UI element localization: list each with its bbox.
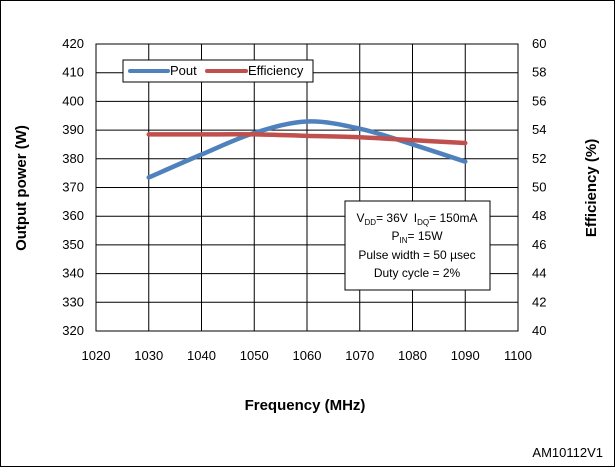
y-tick-label: 400: [62, 93, 84, 108]
y-tick-labels: 320 330 340 350 360 370 380 390 400 410 420: [62, 36, 84, 338]
y2-tick-label: 60: [532, 36, 546, 51]
condition-vdd-idq: VDD= 36V IDQ= 150mA: [357, 211, 478, 227]
y-tick-label: 410: [62, 65, 84, 80]
y2-tick-labels: 40 42 44 46 48 50 52 54 56 58 60: [532, 36, 546, 338]
y2-tick-label: 44: [532, 266, 546, 281]
condition-duty-cycle: Duty cycle = 2%: [374, 266, 461, 280]
y2-tick-label: 52: [532, 151, 546, 166]
y2-tick-label: 40: [532, 323, 546, 338]
x-tick-label: 1080: [398, 348, 427, 363]
y2-tick-label: 46: [532, 237, 546, 252]
y-tick-label: 360: [62, 208, 84, 223]
condition-pin: PIN= 15W: [391, 229, 443, 245]
x-tick-label: 1060: [293, 348, 322, 363]
y2-tick-label: 58: [532, 65, 546, 80]
figure-reference: AM10112V1: [532, 445, 603, 460]
x-tick-labels: 1020 1030 1040 1050 1060 1070 1080 1090 1100: [82, 348, 532, 363]
y-tick-label: 350: [62, 237, 84, 252]
y-tick-label: 320: [62, 323, 84, 338]
y-tick-label: 380: [62, 151, 84, 166]
y2-tick-label: 50: [532, 180, 546, 195]
y-tick-label: 330: [62, 294, 84, 309]
plot-area: [95, 43, 519, 332]
x-tick-label: 1040: [187, 348, 216, 363]
condition-pulse-width: Pulse width = 50 µsec: [358, 248, 475, 262]
y-tick-label: 370: [62, 180, 84, 195]
series-line-efficiency: [146, 132, 468, 146]
x-tick-label: 1030: [134, 348, 163, 363]
x-tick-label: 1090: [451, 348, 480, 363]
series-layer: [146, 119, 468, 180]
legend-label-efficiency: Efficiency: [248, 63, 304, 78]
series-line-pout: [146, 119, 468, 180]
legend-label-pout: Pout: [170, 63, 197, 78]
x-tick-label: 1020: [82, 348, 111, 363]
y2-axis-title: Efficiency (%): [583, 139, 600, 237]
y-tick-label: 340: [62, 266, 84, 281]
conditions-border: [344, 200, 491, 291]
y2-tick-label: 56: [532, 93, 546, 108]
y2-tick-label: 54: [532, 122, 546, 137]
legend: Pout Efficiency: [122, 59, 314, 83]
conditions-box: VDD= 36V IDQ= 150mA PIN= 15W Pulse width …: [344, 200, 491, 291]
x-tick-label: 1070: [345, 348, 374, 363]
x-tick-label: 1100: [504, 348, 532, 363]
x-tick-label: 1050: [240, 348, 269, 363]
y-axis-title: Output power (W): [13, 125, 30, 251]
y2-tick-label: 42: [532, 294, 546, 309]
y-tick-label: 420: [62, 36, 84, 51]
y2-tick-label: 48: [532, 208, 546, 223]
x-axis-title: Frequency (MHz): [245, 397, 366, 414]
y-tick-label: 390: [62, 122, 84, 137]
